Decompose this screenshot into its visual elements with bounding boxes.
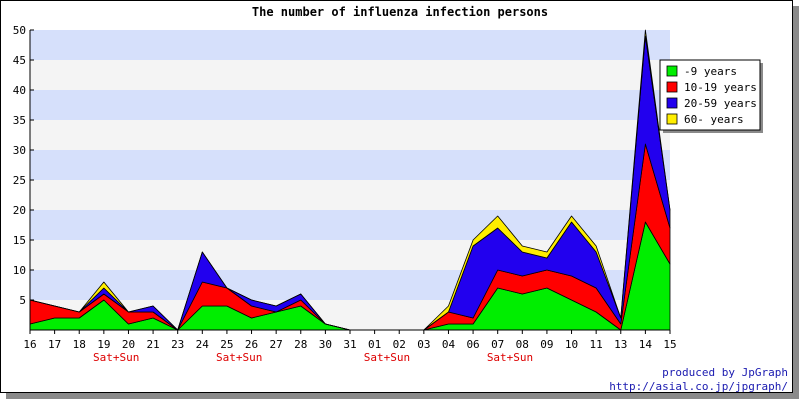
x-tick-label: 17	[48, 338, 61, 351]
x-tick-label: 04	[442, 338, 456, 351]
frame-shadow-bottom	[6, 393, 799, 399]
y-tick-label: 45	[13, 54, 26, 67]
legend-label: -9 years	[684, 65, 737, 78]
x-tick-label: 14	[639, 338, 653, 351]
weekend-labels: Sat+Sun Sat+Sun Sat+Sun Sat+Sun	[93, 351, 533, 364]
x-tick-label: 23	[171, 338, 184, 351]
legend-label: 60- years	[684, 113, 744, 126]
credit-line-2: http://asial.co.jp/jpgraph/	[609, 380, 788, 393]
x-tick-label: 13	[614, 338, 627, 351]
x-tick-label: 11	[590, 338, 603, 351]
legend-swatch	[666, 81, 678, 93]
x-tick-label: 16	[23, 338, 36, 351]
x-tick-label: 02	[393, 338, 406, 351]
x-tick-label: 08	[516, 338, 529, 351]
chart-title: The number of influenza infection person…	[252, 5, 548, 19]
x-tick-label: 06	[466, 338, 479, 351]
x-tick-label: 03	[417, 338, 430, 351]
x-tick-label: 26	[245, 338, 258, 351]
grid-band	[30, 90, 670, 120]
legend-label: 10-19 years	[684, 81, 757, 94]
x-tick-labels: 16 17 18 19 20 21 23 24 25 26 27 28 30 31 01 02 03 04 06 07…	[23, 330, 677, 351]
legend-swatch	[666, 97, 678, 109]
x-tick-label: 30	[319, 338, 332, 351]
weekend-label: Sat+Sun	[93, 351, 139, 364]
y-tick-label: 50	[13, 24, 26, 37]
credit-line-1: produced by JpGraph	[662, 366, 788, 379]
y-tick-label: 35	[13, 114, 26, 127]
x-tick-label: 01	[368, 338, 381, 351]
y-tick-labels: 5 10 15 20 25 30 35 40 45 50	[13, 24, 34, 307]
x-tick-label: 31	[343, 338, 356, 351]
x-tick-label: 24	[196, 338, 210, 351]
x-tick-label: 25	[220, 338, 233, 351]
grid-band	[30, 150, 670, 180]
x-tick-label: 21	[146, 338, 159, 351]
legend-swatch	[666, 65, 678, 77]
y-tick-label: 25	[13, 174, 26, 187]
y-tick-label: 20	[13, 204, 26, 217]
x-tick-label: 07	[491, 338, 504, 351]
legend-swatch	[666, 113, 678, 125]
x-tick-label: 09	[540, 338, 553, 351]
y-tick-label: 5	[19, 294, 26, 307]
y-tick-label: 40	[13, 84, 26, 97]
frame-shadow-right	[793, 6, 799, 399]
legend-label: 20-59 years	[684, 97, 757, 110]
x-tick-label: 19	[97, 338, 110, 351]
weekend-label: Sat+Sun	[364, 351, 410, 364]
legend: -9 years 10-19 years 20-59 years 60- years	[659, 59, 763, 133]
x-tick-label: 18	[73, 338, 86, 351]
y-tick-label: 10	[13, 264, 26, 277]
y-tick-label: 30	[13, 144, 26, 157]
grid-band	[30, 30, 670, 60]
x-tick-label: 27	[270, 338, 283, 351]
weekend-label: Sat+Sun	[216, 351, 262, 364]
x-tick-label: 10	[565, 338, 578, 351]
x-tick-label: 28	[294, 338, 307, 351]
x-tick-label: 15	[663, 338, 676, 351]
y-tick-label: 15	[13, 234, 26, 247]
x-tick-label: 20	[122, 338, 135, 351]
area-series-3	[29, 29, 671, 331]
weekend-label: Sat+Sun	[487, 351, 533, 364]
